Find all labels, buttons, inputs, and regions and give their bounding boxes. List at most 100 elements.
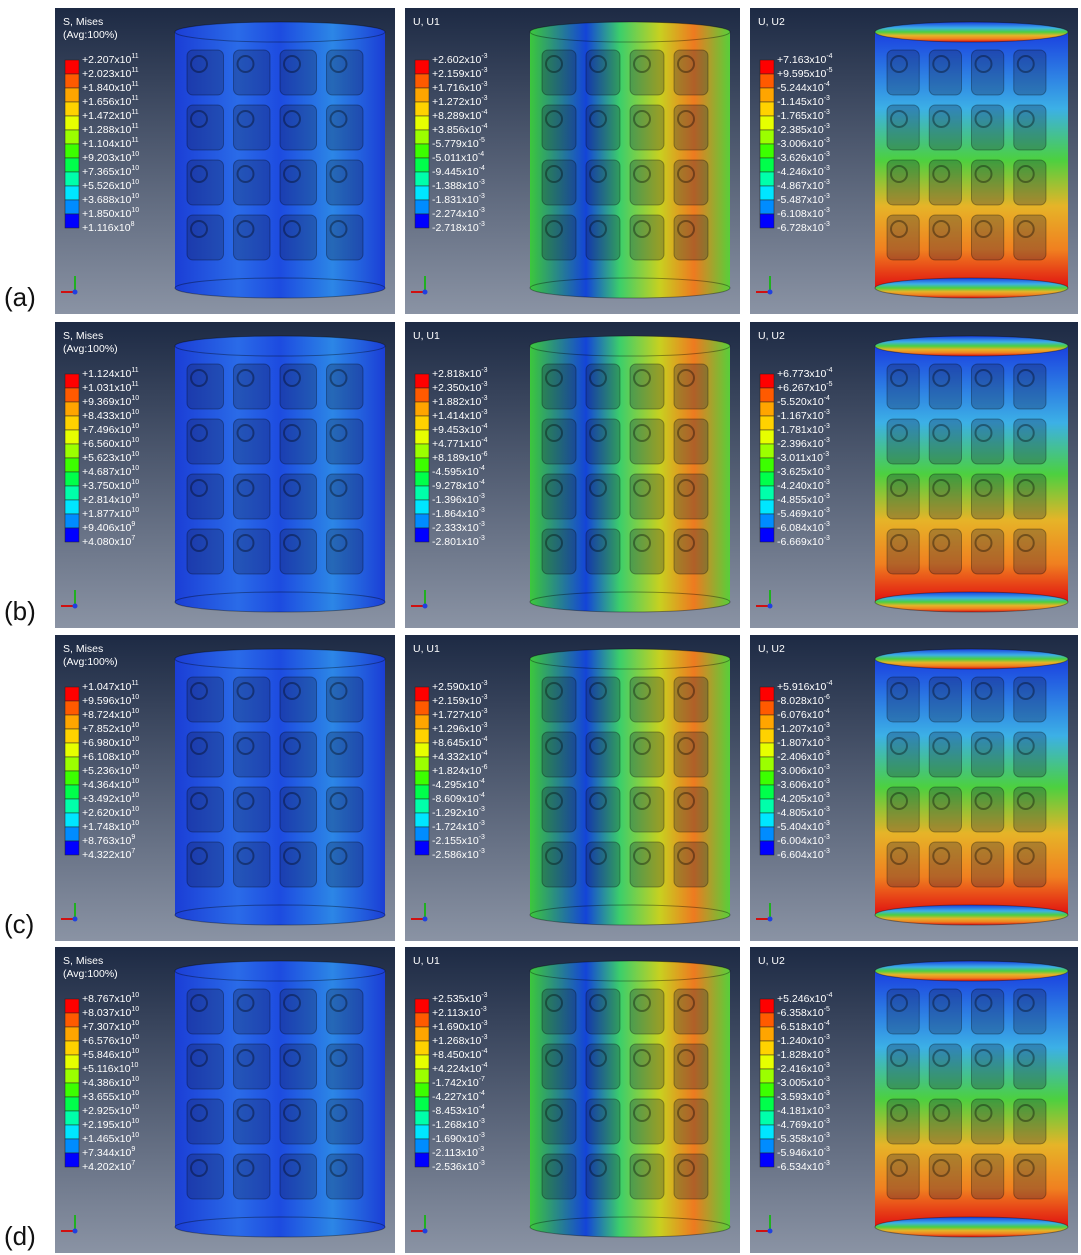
exponent: -3 (824, 764, 830, 771)
exponent: 10 (131, 423, 139, 430)
mantissa: -2.155x10 (432, 835, 479, 847)
mantissa: +2.620x10 (82, 807, 131, 819)
exponent: -3 (481, 694, 487, 701)
cell-opening (327, 474, 364, 519)
legend-value: -1.742x10-7 (432, 1076, 485, 1089)
mantissa: +1.414x10 (432, 410, 481, 422)
cell-opening (234, 160, 271, 205)
legend-value: -9.278x10-4 (432, 479, 485, 492)
axis-z (768, 604, 773, 609)
exponent: 11 (131, 53, 138, 60)
legend-value: -3.593x10-3 (777, 1090, 830, 1103)
mantissa: +3.688x10 (82, 194, 131, 206)
exponent: -3 (481, 95, 487, 102)
exponent: -3 (481, 1034, 487, 1041)
cell-opening (234, 50, 271, 95)
color-band (415, 102, 429, 116)
axis-z (73, 917, 78, 922)
color-band (760, 388, 774, 402)
cell-opening (234, 732, 271, 777)
legend-value: -6.604x10-3 (777, 848, 830, 861)
legend-value: +1.716x10-3 (432, 81, 488, 94)
legend-value: +4.202x107 (82, 1160, 135, 1173)
mantissa: +5.526x10 (82, 180, 131, 192)
legend-value: +7.496x1010 (82, 423, 139, 436)
exponent: -3 (481, 1006, 487, 1013)
exponent: -4 (826, 367, 832, 374)
mantissa: +1.116x10 (82, 222, 131, 234)
mantissa: +4.224x10 (432, 1063, 481, 1075)
mantissa: -2.385x10 (777, 124, 824, 136)
model-top (530, 961, 730, 981)
mantissa: +9.596x10 (82, 695, 131, 707)
color-band (415, 388, 429, 402)
mantissa: +1.748x10 (82, 821, 131, 833)
exponent: -3 (824, 806, 830, 813)
exponent: -4 (479, 792, 485, 799)
model-top (530, 22, 730, 42)
color-band (65, 785, 79, 799)
legend-value: +7.852x1010 (82, 722, 139, 735)
exponent: 10 (131, 409, 139, 416)
mantissa: -2.801x10 (432, 536, 479, 548)
mantissa: +5.116x10 (82, 1063, 131, 1075)
exponent: -3 (824, 1048, 830, 1055)
legend-value: -6.076x10-4 (777, 708, 830, 721)
legend-title: U, U1 (413, 16, 440, 28)
legend-title: U, U2 (758, 643, 785, 655)
legend-value: -5.404x10-3 (777, 820, 830, 833)
axis-z (768, 917, 773, 922)
exponent: -3 (824, 1034, 830, 1041)
legend-value: -3.005x10-3 (777, 1076, 830, 1089)
legend-value: -5.244x10-4 (777, 81, 830, 94)
legend-value: +8.433x1010 (82, 409, 139, 422)
panel: U, U2+7.163x10-4+9.595x10-5-5.244x10-4-1… (750, 8, 1078, 314)
mantissa: +2.195x10 (82, 1119, 131, 1131)
mantissa: -3.625x10 (777, 466, 824, 478)
legend-value: +1.465x1010 (82, 1132, 139, 1145)
mantissa: +8.289x10 (432, 110, 481, 122)
legend-value: -5.011x10-4 (432, 151, 484, 164)
model-bottom (530, 278, 730, 298)
mantissa: -2.406x10 (777, 751, 824, 763)
exponent: 7 (131, 848, 135, 855)
color-band (415, 472, 429, 486)
mantissa: -5.487x10 (777, 194, 824, 206)
legend-value: +1.124x1011 (82, 367, 139, 380)
color-band (760, 841, 774, 855)
exponent: 11 (131, 680, 138, 687)
exponent: -3 (479, 806, 485, 813)
cell-opening (280, 1099, 317, 1144)
legend-value: +1.414x10-3 (432, 409, 488, 422)
legend-value: +1.047x1011 (82, 680, 139, 693)
row-label: (b) (4, 596, 36, 626)
exponent: 10 (131, 1076, 139, 1083)
mantissa: +1.104x10 (82, 138, 131, 150)
legend-value: -1.292x10-3 (432, 806, 485, 819)
mantissa: -8.453x10 (432, 1105, 479, 1117)
mantissa: +1.840x10 (82, 82, 131, 94)
mantissa: +8.450x10 (432, 1049, 481, 1061)
color-band (760, 1111, 774, 1125)
color-band (65, 1083, 79, 1097)
exponent: 7 (131, 1160, 135, 1167)
legend-value: -6.728x10-3 (777, 221, 830, 234)
exponent: -3 (824, 792, 830, 799)
legend-value: -4.227x10-4 (432, 1090, 485, 1103)
color-band (65, 186, 79, 200)
exponent: 10 (131, 465, 139, 472)
cell-opening (187, 1099, 224, 1144)
legend-value: +7.307x1010 (82, 1020, 139, 1033)
exponent: -3 (824, 437, 830, 444)
exponent: -3 (479, 193, 485, 200)
color-band (415, 486, 429, 500)
color-band (65, 1097, 79, 1111)
mantissa: -6.108x10 (777, 208, 824, 220)
exponent: -6 (824, 694, 830, 701)
panel: U, U1+2.602x10-3+2.159x10-3+1.716x10-3+1… (405, 8, 740, 314)
exponent: -3 (824, 834, 830, 841)
axis-z (73, 1229, 78, 1234)
mantissa: +1.031x10 (82, 382, 131, 394)
color-band (760, 715, 774, 729)
exponent: 10 (131, 708, 139, 715)
